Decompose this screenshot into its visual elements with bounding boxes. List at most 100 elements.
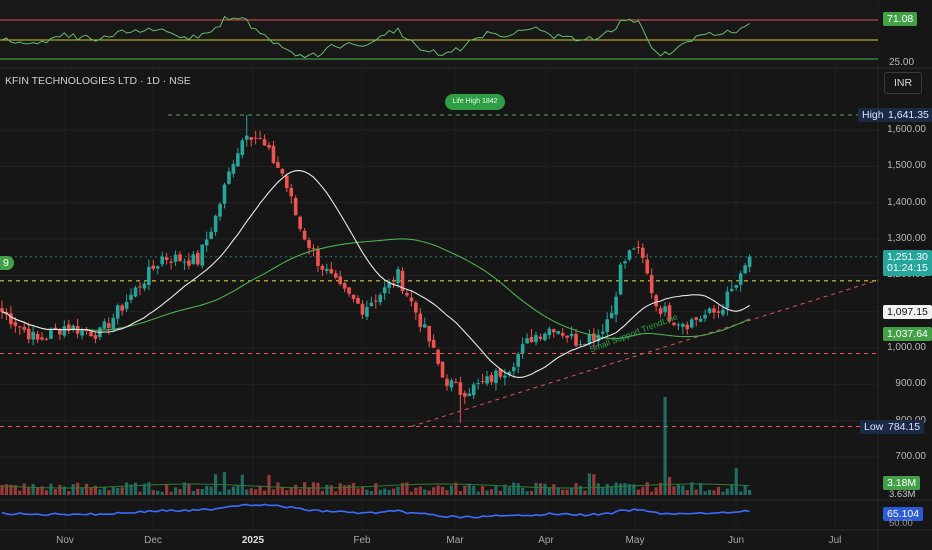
candle-body <box>62 326 67 336</box>
candle-body <box>609 312 614 319</box>
candle <box>71 324 75 333</box>
candle-body <box>329 268 334 274</box>
volume-bar <box>147 482 151 495</box>
volume-bar <box>632 484 636 495</box>
candle-body <box>480 381 485 383</box>
volume-bar <box>53 489 57 495</box>
candle-body <box>289 187 294 197</box>
rsi-line <box>1 15 750 59</box>
rsi-value-badge: 71.08 <box>883 12 918 26</box>
candle-body <box>743 265 747 274</box>
candle-body <box>716 311 721 313</box>
volume-bar <box>369 490 373 495</box>
volume-bar <box>236 485 240 495</box>
candle-body <box>721 309 725 315</box>
candle <box>391 276 396 289</box>
candle <box>369 296 374 307</box>
candle-body <box>53 327 58 329</box>
volume-bar <box>618 483 623 495</box>
volume-bar <box>636 489 640 495</box>
volume-bar <box>436 485 440 495</box>
candle-body <box>440 361 445 378</box>
volume-bar <box>245 489 249 495</box>
candle <box>169 258 173 270</box>
candle <box>44 337 49 341</box>
candles <box>0 114 752 423</box>
volume-bar <box>151 490 155 495</box>
candle <box>231 160 236 178</box>
candle <box>538 333 543 341</box>
candle <box>681 322 685 335</box>
volume-bar <box>276 482 280 495</box>
candle <box>244 114 249 147</box>
volume-bar <box>432 487 436 495</box>
volume-bar <box>494 485 498 495</box>
volume-bar <box>133 482 138 495</box>
time-tick-label: May <box>625 535 645 546</box>
volume-bar <box>218 491 222 495</box>
candle-body <box>227 171 231 184</box>
volume-bar <box>351 482 356 495</box>
candle <box>449 378 454 392</box>
candle <box>178 251 182 262</box>
volume-bar <box>565 489 569 495</box>
volume-bar <box>40 486 44 495</box>
candle <box>507 370 512 378</box>
candle-body <box>605 319 609 333</box>
candle-body <box>600 331 605 334</box>
candle-body <box>84 330 89 332</box>
life-high-annotation[interactable]: Life High 1842 <box>445 94 505 110</box>
price-tick-label: 900.00 <box>895 378 926 390</box>
candle <box>0 300 4 319</box>
high-value-badge: 1,641.35 <box>884 108 932 122</box>
volume-bar <box>298 489 302 495</box>
candle-body <box>111 317 116 330</box>
candle-body <box>730 288 734 291</box>
price-tick-label: 1,000.00 <box>887 342 926 354</box>
price-tick-label: 1,500.00 <box>887 160 926 172</box>
candle-body <box>360 303 365 315</box>
candle <box>672 321 676 327</box>
ma-short-badge: 1,097.15 <box>883 305 932 319</box>
volume-bar <box>681 485 685 495</box>
candle <box>436 348 440 367</box>
candle <box>240 137 245 159</box>
candle <box>560 328 565 339</box>
currency-button[interactable]: INR <box>884 72 922 94</box>
rsi-background <box>0 2 878 66</box>
candle <box>267 141 271 151</box>
volume-bar <box>356 488 360 495</box>
candle <box>405 288 409 298</box>
volume-bar <box>343 485 347 495</box>
candle <box>191 250 196 265</box>
volume-bar <box>249 488 253 495</box>
candle-body <box>405 293 409 296</box>
volume-bar <box>360 486 365 495</box>
volume-bar <box>387 490 391 495</box>
candle <box>155 265 160 275</box>
candle <box>520 337 525 359</box>
candle <box>333 269 338 280</box>
volume-bar <box>703 491 707 495</box>
candle <box>258 130 262 140</box>
candle <box>552 328 556 338</box>
volume-bar <box>93 485 98 495</box>
volume-bar <box>583 490 587 495</box>
volume-bar <box>365 489 369 495</box>
candle <box>325 263 329 275</box>
candle-body <box>431 339 436 348</box>
candle <box>200 244 205 269</box>
volume-bar <box>231 486 235 495</box>
candle-body <box>378 294 383 303</box>
volume-bar <box>27 486 31 495</box>
volume-bar <box>516 483 520 495</box>
candle <box>374 294 378 309</box>
candle <box>66 319 71 334</box>
volume-bar <box>200 489 204 495</box>
volume-bar <box>521 487 525 495</box>
volume-bar <box>663 397 667 495</box>
candle-body <box>191 254 196 265</box>
volume-bar <box>209 486 213 495</box>
price-tick-label: 1,300.00 <box>887 233 926 245</box>
